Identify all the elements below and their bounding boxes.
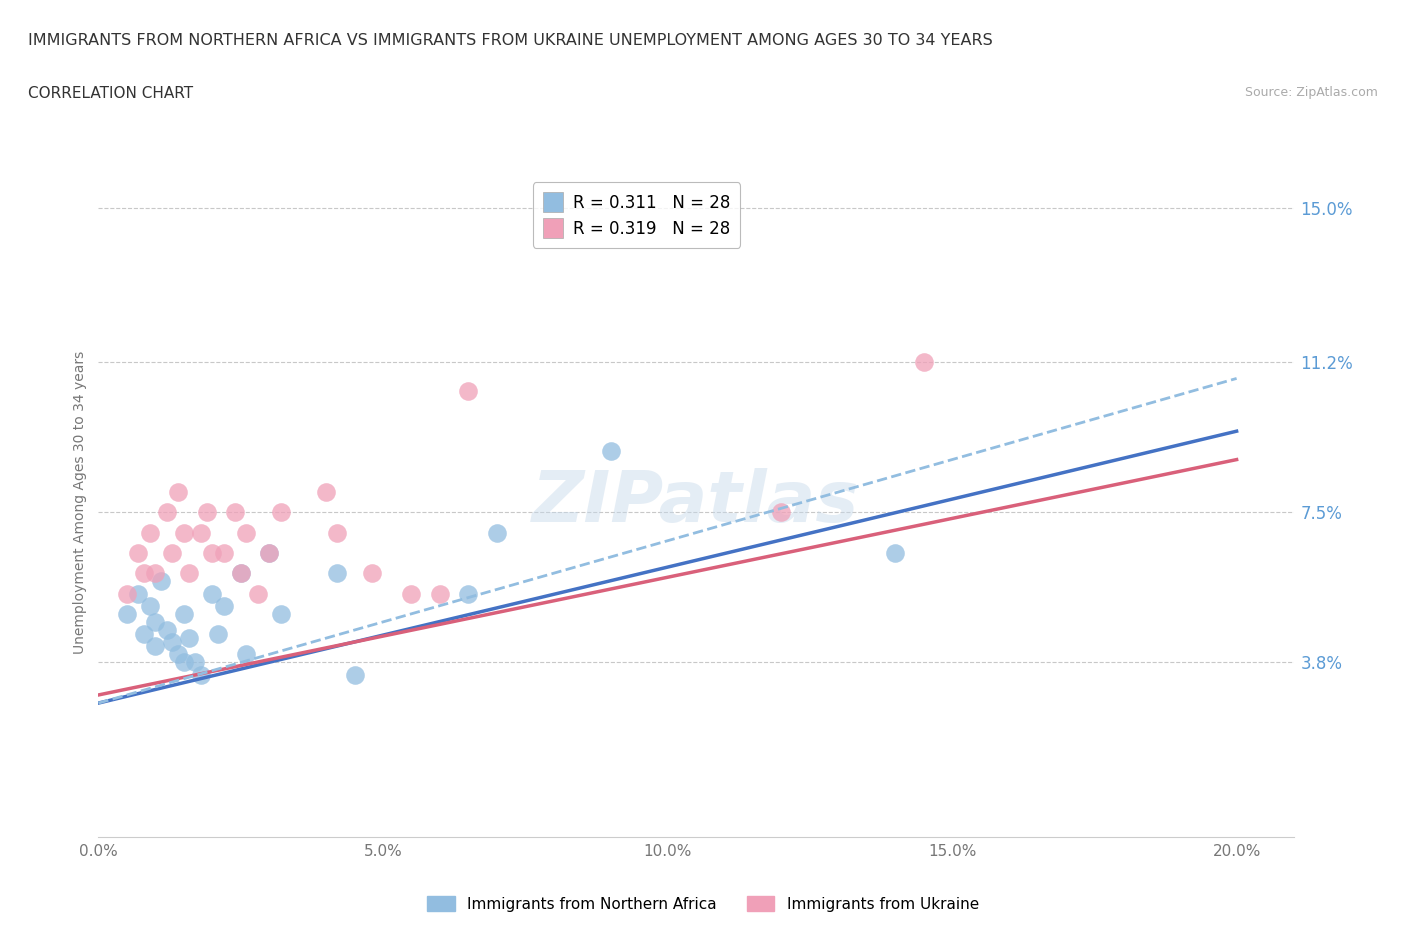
Point <box>201 586 224 601</box>
Point <box>212 546 235 561</box>
Y-axis label: Unemployment Among Ages 30 to 34 years: Unemployment Among Ages 30 to 34 years <box>73 351 87 654</box>
Point <box>167 485 190 499</box>
Point <box>173 525 195 540</box>
Text: Source: ZipAtlas.com: Source: ZipAtlas.com <box>1244 86 1378 99</box>
Point <box>190 525 212 540</box>
Point <box>127 586 149 601</box>
Point <box>235 525 257 540</box>
Point <box>360 565 382 580</box>
Point <box>143 565 166 580</box>
Point <box>401 586 423 601</box>
Point <box>212 598 235 613</box>
Point <box>270 606 292 621</box>
Text: ZIPatlas: ZIPatlas <box>533 468 859 537</box>
Point <box>156 622 179 637</box>
Point <box>115 606 138 621</box>
Point <box>179 631 201 645</box>
Point <box>156 505 179 520</box>
Point <box>457 383 479 398</box>
Point <box>138 525 160 540</box>
Point <box>235 647 257 662</box>
Point <box>770 505 793 520</box>
Point <box>167 647 190 662</box>
Point <box>229 565 252 580</box>
Point <box>201 546 224 561</box>
Point <box>173 606 195 621</box>
Point <box>127 546 149 561</box>
Point <box>257 546 280 561</box>
Point <box>343 667 366 682</box>
Point <box>179 565 201 580</box>
Point <box>190 667 212 682</box>
Legend: Immigrants from Northern Africa, Immigrants from Ukraine: Immigrants from Northern Africa, Immigra… <box>420 889 986 918</box>
Point <box>884 546 907 561</box>
Text: CORRELATION CHART: CORRELATION CHART <box>28 86 193 100</box>
Point <box>485 525 508 540</box>
Text: IMMIGRANTS FROM NORTHERN AFRICA VS IMMIGRANTS FROM UKRAINE UNEMPLOYMENT AMONG AG: IMMIGRANTS FROM NORTHERN AFRICA VS IMMIG… <box>28 33 993 47</box>
Point <box>132 565 155 580</box>
Point <box>326 565 349 580</box>
Point <box>162 635 184 650</box>
Point <box>429 586 451 601</box>
Point <box>257 546 280 561</box>
Point <box>195 505 218 520</box>
Point <box>162 546 184 561</box>
Point <box>150 574 173 589</box>
Point <box>326 525 349 540</box>
Point <box>184 655 207 670</box>
Point <box>912 354 935 369</box>
Legend: R = 0.311   N = 28, R = 0.319   N = 28: R = 0.311 N = 28, R = 0.319 N = 28 <box>533 182 740 247</box>
Point <box>138 598 160 613</box>
Point <box>143 639 166 654</box>
Point <box>173 655 195 670</box>
Point <box>270 505 292 520</box>
Point <box>132 627 155 642</box>
Point <box>229 565 252 580</box>
Point <box>207 627 229 642</box>
Point <box>315 485 337 499</box>
Point <box>599 444 621 458</box>
Point <box>457 586 479 601</box>
Point <box>246 586 269 601</box>
Point <box>224 505 246 520</box>
Point <box>115 586 138 601</box>
Point <box>143 615 166 630</box>
